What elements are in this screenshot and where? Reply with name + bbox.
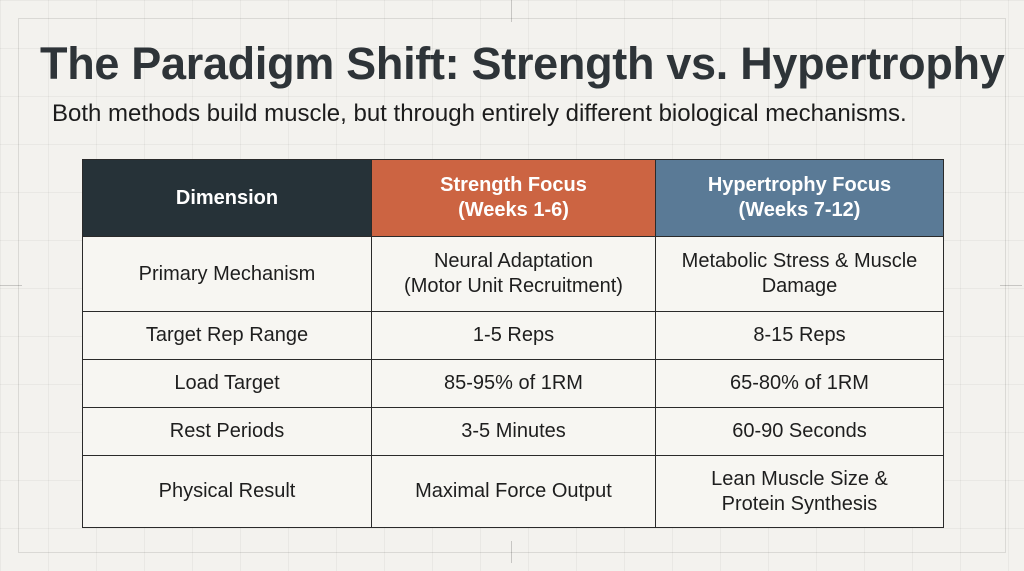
header-strength-weeks: (Weeks 1-6): [458, 199, 569, 221]
cell-strength: Maximal Force Output: [371, 455, 656, 528]
cell-strength: Neural Adaptation (Motor Unit Recruitmen…: [371, 236, 656, 312]
cell-hypertrophy: 65-80% of 1RM: [655, 359, 944, 408]
table-header-row: Dimension Strength Focus (Weeks 1-6) Hyp…: [82, 159, 944, 237]
header-strength-label: Strength Focus: [440, 174, 587, 196]
cell-hypertrophy: 8-15 Reps: [655, 311, 944, 360]
table-row: Physical Result Maximal Force Output Lea…: [82, 455, 944, 528]
table-row: Load Target 85-95% of 1RM 65-80% of 1RM: [82, 359, 944, 408]
table-row: Rest Periods 3-5 Minutes 60-90 Seconds: [82, 407, 944, 456]
cell-hypertrophy: Lean Muscle Size & Protein Synthesis: [655, 455, 944, 528]
header-dimension-label: Dimension: [175, 186, 279, 209]
crop-mark: [511, 541, 512, 563]
cell-strength: 3-5 Minutes: [371, 407, 656, 456]
cell-hypertrophy-line: Metabolic Stress & Muscle: [681, 250, 918, 272]
cell-dimension: Rest Periods: [82, 407, 372, 456]
header-strength-focus: Strength Focus (Weeks 1-6): [371, 159, 656, 237]
cell-dimension: Load Target: [82, 359, 372, 408]
cell-dimension: Target Rep Range: [82, 311, 372, 360]
page-title: The Paradigm Shift: Strength vs. Hypertr…: [40, 38, 1005, 89]
cell-hypertrophy: Metabolic Stress & Muscle Damage: [655, 236, 944, 312]
header-hypertrophy-label: Hypertrophy Focus: [707, 174, 892, 196]
cell-hypertrophy-line: Protein Synthesis: [721, 492, 878, 515]
crop-mark: [0, 285, 22, 286]
cell-dimension: Primary Mechanism: [82, 236, 372, 312]
comparison-table: Dimension Strength Focus (Weeks 1-6) Hyp…: [82, 159, 944, 528]
cell-hypertrophy-line: Damage: [761, 275, 838, 297]
header-hypertrophy-weeks: (Weeks 7-12): [738, 199, 861, 221]
cell-hypertrophy-line: Lean Muscle Size &: [711, 467, 888, 490]
crop-mark: [1000, 285, 1022, 286]
cell-strength-line: Neural Adaptation: [433, 250, 593, 272]
header-dimension: Dimension: [82, 159, 372, 237]
cell-dimension: Physical Result: [82, 455, 372, 528]
page-subtitle: Both methods build muscle, but through e…: [52, 100, 907, 127]
header-hypertrophy-focus: Hypertrophy Focus (Weeks 7-12): [655, 159, 944, 237]
cell-hypertrophy: 60-90 Seconds: [655, 407, 944, 456]
crop-mark: [511, 0, 512, 22]
table-row: Target Rep Range 1-5 Reps 8-15 Reps: [82, 311, 944, 360]
cell-strength: 85-95% of 1RM: [371, 359, 656, 408]
cell-strength: 1-5 Reps: [371, 311, 656, 360]
cell-strength-line: (Motor Unit Recruitment): [404, 275, 623, 297]
table-row: Primary Mechanism Neural Adaptation (Mot…: [82, 236, 944, 312]
